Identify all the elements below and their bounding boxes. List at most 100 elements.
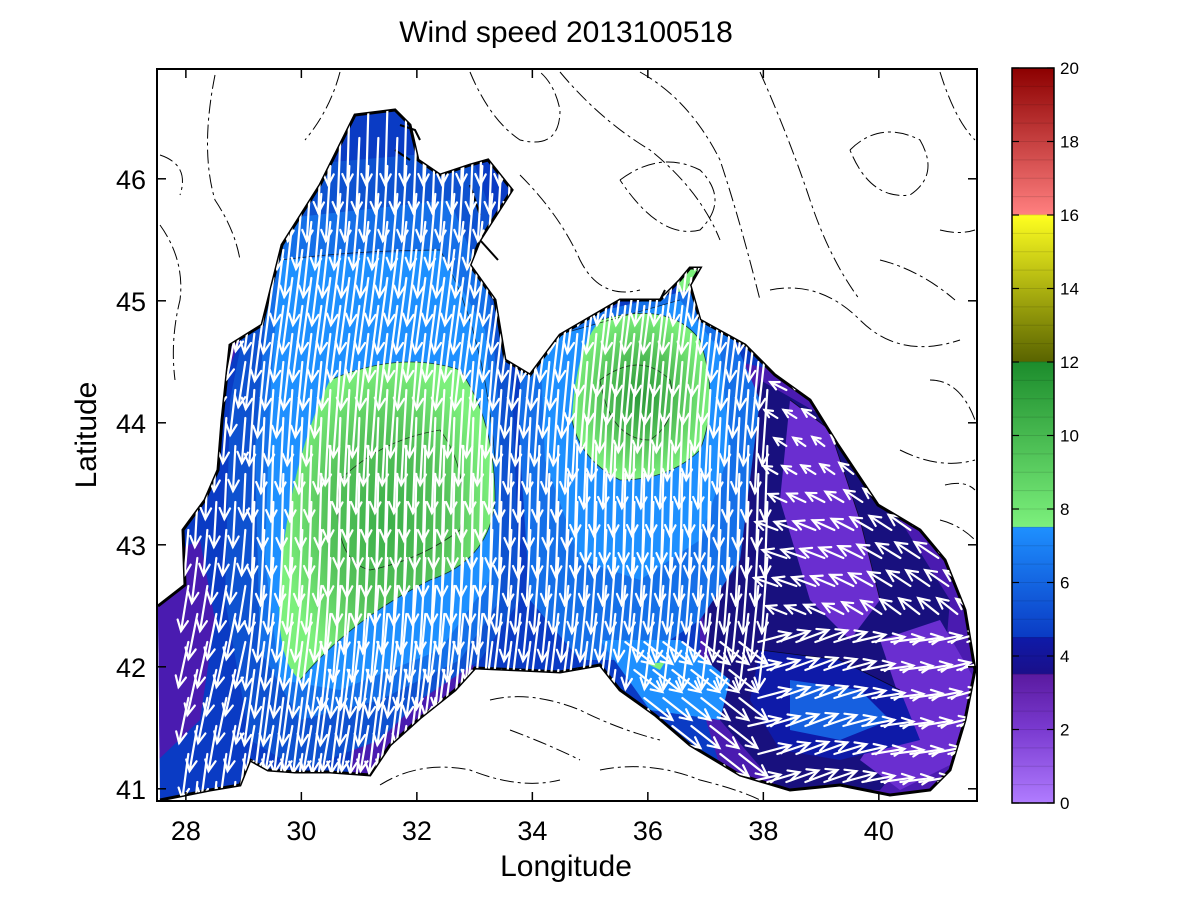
wind-vector <box>217 528 230 578</box>
wind-vector <box>791 519 817 532</box>
wind-vector <box>606 444 620 539</box>
wind-vector <box>454 444 468 544</box>
wind-vector <box>574 360 589 455</box>
wind-vector <box>259 612 275 692</box>
wind-vector <box>768 380 788 392</box>
wind-vector <box>388 136 402 216</box>
wind-vector <box>287 304 304 384</box>
wind-vector <box>624 640 656 666</box>
wind-vector <box>780 464 798 476</box>
wind-vector <box>208 500 221 550</box>
wind-vector <box>804 711 840 728</box>
colorbar-tick-label: 6 <box>1060 574 1069 593</box>
wind-vector <box>865 570 893 588</box>
wind-vector <box>344 304 361 384</box>
wind-vector <box>401 640 418 720</box>
wind-vector <box>336 220 351 300</box>
wind-vector <box>308 584 323 664</box>
wind-vector <box>499 360 513 440</box>
wind-vector <box>195 584 209 634</box>
wind-vector <box>746 360 760 440</box>
wind-vector <box>251 584 266 664</box>
wind-vector <box>326 248 342 328</box>
chart-title: Wind speed 2013100518 <box>399 16 733 49</box>
wind-vector <box>350 136 364 216</box>
wind-vector <box>174 640 190 690</box>
wind-vector <box>192 780 199 800</box>
wind-vector <box>766 713 802 728</box>
land-contours <box>159 71 976 801</box>
wind-vector <box>218 472 232 522</box>
wind-vector <box>842 770 878 784</box>
y-axis-label: Latitude <box>70 382 103 489</box>
wind-vector <box>612 360 627 455</box>
wind-vector <box>878 597 902 616</box>
wind-vector <box>268 640 285 720</box>
wind-vector <box>254 528 268 608</box>
wind-vector <box>795 739 831 756</box>
wind-vector <box>302 500 316 580</box>
wind-vector <box>214 584 228 634</box>
wind-vector <box>650 360 665 455</box>
wind-vector <box>363 640 380 720</box>
wind-vector <box>840 600 864 616</box>
wind-vector <box>429 276 446 356</box>
crimea-coast-detail <box>394 124 666 301</box>
wind-vector <box>823 490 845 504</box>
wind-vector <box>421 248 437 328</box>
wind-vector <box>364 248 380 328</box>
wind-vector <box>416 444 430 544</box>
x-tick-label: 28 <box>171 816 201 846</box>
wind-vector <box>205 556 219 606</box>
wind-vector <box>833 741 869 756</box>
wind-vector <box>321 444 335 544</box>
wind-vector <box>344 640 361 720</box>
wind-vector <box>612 584 627 664</box>
wind-vector <box>829 517 855 532</box>
wind-vector <box>374 220 389 300</box>
colorbar-tick-label: 16 <box>1060 206 1079 225</box>
wind-vector <box>615 528 629 608</box>
wind-vector <box>245 500 259 580</box>
wind-vector <box>672 528 686 608</box>
wind-vector <box>700 640 732 666</box>
wind-vector <box>643 696 675 722</box>
wind-vector <box>258 276 275 356</box>
wind-vector <box>353 668 370 748</box>
wind-vector <box>287 640 304 720</box>
wind-vector <box>307 248 323 328</box>
wind-vector <box>795 627 831 644</box>
wind-vector <box>739 500 753 580</box>
wind-vector <box>795 683 831 700</box>
y-tick-label: 42 <box>116 653 146 683</box>
wind-vector <box>890 633 926 646</box>
wind-vector <box>890 745 926 758</box>
wind-vector <box>236 416 250 466</box>
wind-vector <box>278 332 294 412</box>
wind-vector <box>512 444 525 524</box>
wind-vector <box>823 712 859 728</box>
wind-vector <box>353 276 370 356</box>
wind-vector <box>277 276 294 356</box>
wind-vector <box>448 276 465 356</box>
wind-vector <box>885 569 912 588</box>
wind-vector <box>334 276 351 356</box>
wind-vector <box>233 360 247 410</box>
wind-vector <box>420 304 437 384</box>
wind-vector <box>440 248 456 328</box>
wind-vector <box>620 612 636 692</box>
wind-vector <box>252 360 266 440</box>
plot-frame <box>156 68 978 802</box>
wind-vector <box>956 658 975 672</box>
wind-vector <box>297 332 313 412</box>
wind-vector <box>781 408 798 420</box>
wind-vector <box>719 752 751 778</box>
colorbar-tick-label: 0 <box>1060 794 1069 813</box>
wind-vector <box>315 668 332 748</box>
wind-vector <box>458 304 475 384</box>
wind-vector <box>899 717 935 730</box>
wind-vector <box>751 575 779 588</box>
wind-vector <box>311 528 325 608</box>
wind-vector <box>382 304 399 384</box>
wind-vector <box>393 220 408 300</box>
